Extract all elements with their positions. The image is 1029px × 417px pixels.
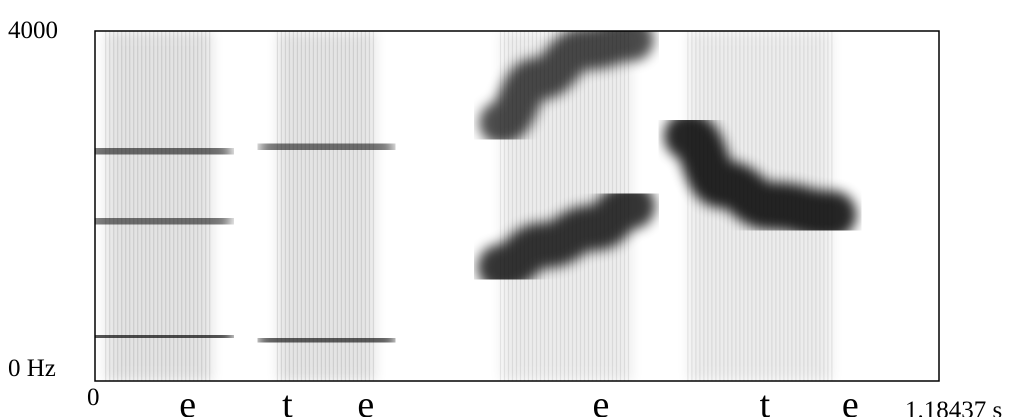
formant-band-8 [478,31,654,145]
formant-band-1 [95,314,234,359]
formant-band-3 [95,130,232,173]
segment-label-5: t [760,384,771,417]
spectral-energy-layer [95,31,857,381]
formant-band-6 [258,126,395,168]
plot-frame [94,30,940,382]
segment-label-6: e [842,384,859,417]
x-tick-start: 0 [87,384,100,411]
segment-label-1: e [179,384,196,417]
segment-label-2: t [282,384,293,417]
formant-band-2 [95,200,232,242]
formant-band-9 [663,112,857,239]
y-tick-bottom: 0 Hz [8,355,56,382]
formant-band-7 [477,183,656,291]
x-tick-end: 1.18437 s [905,397,1002,417]
segment-label-3: e [357,384,374,417]
formant-band-4 [257,318,396,362]
segment-label-4: e [593,384,610,417]
y-tick-top: 4000 [8,17,58,44]
